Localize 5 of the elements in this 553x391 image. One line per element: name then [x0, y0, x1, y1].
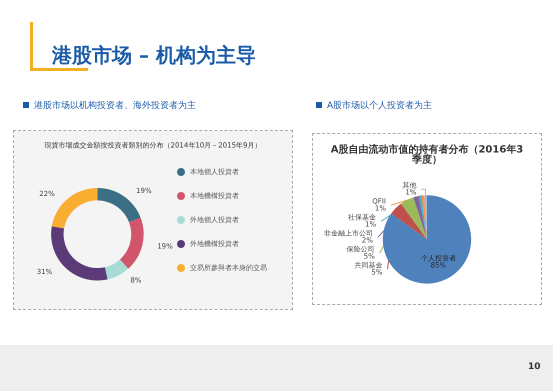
text: 10 — [528, 362, 541, 372]
text: 港股市场 – 机构为主导 — [52, 42, 256, 69]
text: 港股市场以机构投资者、海外投资者为主 — [34, 100, 196, 112]
chart-title: A股自由流动市值的持有者分布（2016年3季度） — [330, 144, 524, 166]
text: A股市场以个人投资者为主 — [327, 100, 432, 112]
